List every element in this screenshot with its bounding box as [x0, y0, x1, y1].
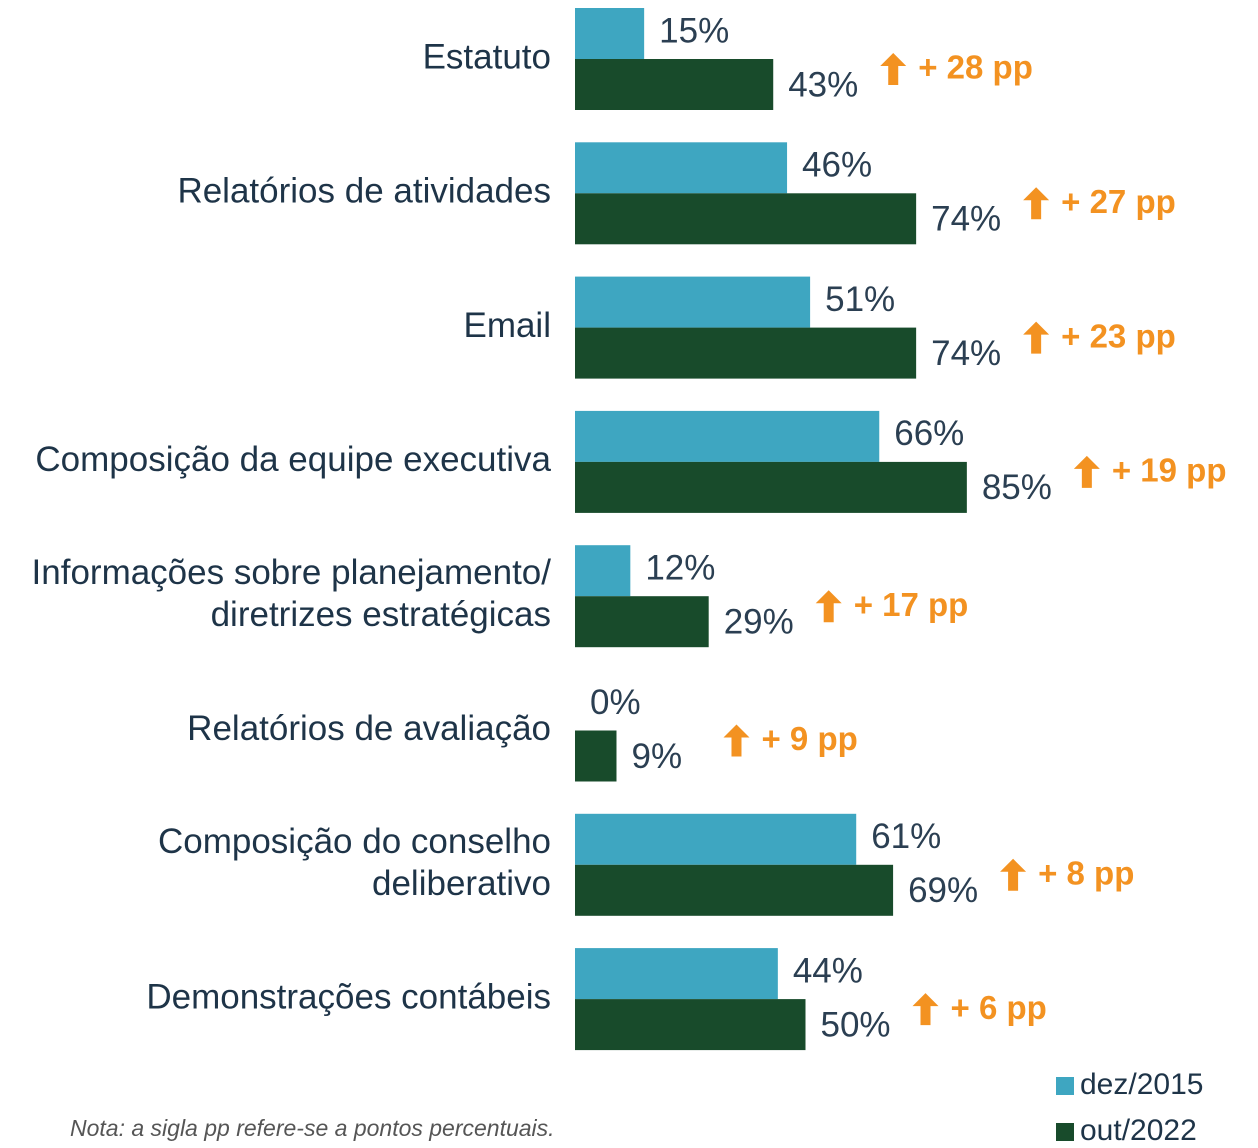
value-label: 51%	[825, 280, 895, 319]
legend-swatch	[1056, 1123, 1074, 1141]
annotation: + 17 pp	[854, 586, 969, 623]
value-label: 69%	[908, 871, 978, 910]
arrow-icon	[1023, 187, 1050, 220]
arrow-icon	[880, 53, 907, 85]
value-label: 43%	[788, 65, 858, 104]
value-label: 0%	[590, 683, 641, 722]
legend-label: out/2022	[1080, 1114, 1197, 1147]
category-label: Composição do conselho deliberativo	[158, 822, 551, 903]
bar	[575, 730, 617, 782]
value-label: 85%	[982, 468, 1052, 507]
annotation: + 23 pp	[1061, 317, 1176, 354]
annotation: + 27 pp	[1061, 183, 1176, 220]
value-label: 66%	[894, 414, 964, 453]
annotation: + 19 pp	[1112, 452, 1227, 489]
category-label: Email	[463, 306, 551, 345]
category-label: Relatórios de atividades	[177, 172, 551, 211]
value-label: 74%	[931, 334, 1001, 373]
category-label: Relatórios de avaliação	[187, 709, 551, 748]
note: Nota: a sigla pp refere-se a pontos perc…	[70, 1115, 555, 1141]
value-label: 50%	[821, 1005, 891, 1044]
bar	[575, 410, 880, 462]
bar	[575, 948, 778, 1000]
category-label: Informações sobre planejamento/diretrize…	[32, 553, 552, 634]
value-label: 74%	[931, 200, 1001, 239]
arrow-icon	[723, 724, 750, 757]
bar	[575, 596, 709, 648]
bar	[575, 142, 788, 194]
value-label: 12%	[645, 548, 715, 587]
arrow-icon	[1000, 858, 1027, 891]
category-label: Composição da equipe executiva	[35, 440, 551, 479]
bar	[575, 813, 857, 865]
annotation: + 6 pp	[951, 989, 1047, 1026]
bar	[575, 864, 894, 916]
bar	[575, 276, 811, 328]
annotation: + 28 pp	[918, 49, 1033, 86]
bar	[575, 327, 917, 379]
arrow-icon	[912, 993, 939, 1026]
legend-label: dez/2015	[1080, 1068, 1203, 1101]
bar	[575, 193, 917, 245]
arrow-icon	[1073, 455, 1100, 488]
value-label: 44%	[793, 951, 863, 990]
annotation: + 8 pp	[1038, 855, 1134, 892]
bar	[575, 8, 645, 59]
annotation: + 9 pp	[761, 720, 857, 757]
value-label: 9%	[631, 737, 682, 776]
bar	[575, 999, 806, 1051]
arrow-icon	[815, 590, 842, 623]
arrow-icon	[1023, 321, 1050, 354]
bar	[575, 545, 631, 597]
bar	[575, 59, 774, 110]
category-label: Estatuto	[423, 37, 551, 76]
category-label: Demonstrações contábeis	[146, 977, 551, 1016]
bar	[575, 461, 967, 513]
value-label: 46%	[802, 146, 872, 185]
legend-swatch	[1056, 1077, 1074, 1095]
value-label: 29%	[724, 602, 794, 641]
value-label: 61%	[871, 817, 941, 856]
value-label: 15%	[659, 11, 729, 50]
